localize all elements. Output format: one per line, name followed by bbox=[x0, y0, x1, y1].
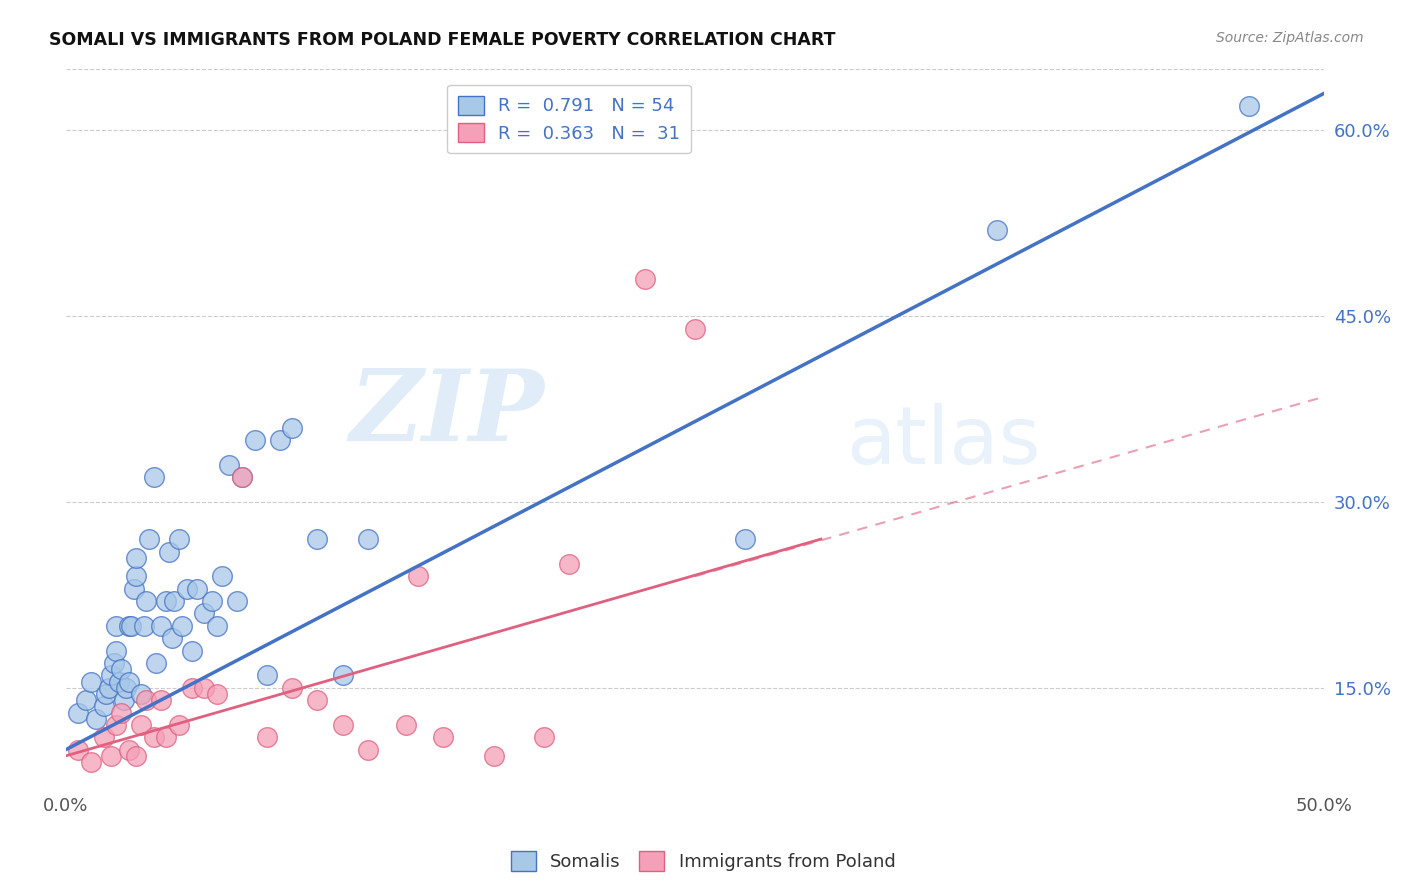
Point bbox=[332, 668, 354, 682]
Point bbox=[105, 643, 128, 657]
Text: ZIP: ZIP bbox=[349, 365, 544, 461]
Point bbox=[94, 687, 117, 701]
Point bbox=[131, 718, 153, 732]
Point bbox=[218, 458, 240, 472]
Point bbox=[1237, 98, 1260, 112]
Point bbox=[482, 748, 505, 763]
Point bbox=[357, 742, 380, 756]
Point bbox=[986, 222, 1008, 236]
Point bbox=[432, 731, 454, 745]
Point bbox=[84, 712, 107, 726]
Point bbox=[193, 681, 215, 695]
Point bbox=[75, 693, 97, 707]
Point bbox=[155, 731, 177, 745]
Point bbox=[135, 693, 157, 707]
Point bbox=[125, 569, 148, 583]
Legend: R =  0.791   N = 54, R =  0.363   N =  31: R = 0.791 N = 54, R = 0.363 N = 31 bbox=[447, 85, 690, 153]
Point bbox=[97, 681, 120, 695]
Point bbox=[163, 594, 186, 608]
Point bbox=[157, 544, 180, 558]
Point bbox=[107, 674, 129, 689]
Point bbox=[180, 643, 202, 657]
Point bbox=[205, 619, 228, 633]
Point bbox=[281, 420, 304, 434]
Point bbox=[118, 674, 141, 689]
Point bbox=[307, 693, 329, 707]
Point bbox=[167, 532, 190, 546]
Point bbox=[193, 607, 215, 621]
Point bbox=[132, 619, 155, 633]
Point bbox=[145, 656, 167, 670]
Point bbox=[110, 706, 132, 720]
Point bbox=[125, 550, 148, 565]
Point bbox=[160, 631, 183, 645]
Point bbox=[138, 532, 160, 546]
Legend: Somalis, Immigrants from Poland: Somalis, Immigrants from Poland bbox=[503, 844, 903, 879]
Point bbox=[558, 557, 581, 571]
Point bbox=[256, 668, 278, 682]
Point bbox=[176, 582, 198, 596]
Point bbox=[67, 742, 90, 756]
Text: atlas: atlas bbox=[846, 403, 1040, 481]
Point bbox=[201, 594, 224, 608]
Point bbox=[142, 731, 165, 745]
Point bbox=[170, 619, 193, 633]
Point bbox=[226, 594, 249, 608]
Point bbox=[394, 718, 416, 732]
Point bbox=[125, 748, 148, 763]
Point bbox=[406, 569, 429, 583]
Text: SOMALI VS IMMIGRANTS FROM POLAND FEMALE POVERTY CORRELATION CHART: SOMALI VS IMMIGRANTS FROM POLAND FEMALE … bbox=[49, 31, 835, 49]
Point bbox=[167, 718, 190, 732]
Point bbox=[135, 594, 157, 608]
Point bbox=[307, 532, 329, 546]
Point bbox=[332, 718, 354, 732]
Point bbox=[93, 731, 115, 745]
Point bbox=[150, 619, 173, 633]
Point bbox=[533, 731, 555, 745]
Point bbox=[105, 718, 128, 732]
Point bbox=[100, 668, 122, 682]
Point bbox=[112, 693, 135, 707]
Point bbox=[100, 748, 122, 763]
Point bbox=[118, 742, 141, 756]
Point bbox=[122, 582, 145, 596]
Point bbox=[103, 656, 125, 670]
Point bbox=[243, 433, 266, 447]
Point bbox=[105, 619, 128, 633]
Point bbox=[115, 681, 138, 695]
Point bbox=[118, 619, 141, 633]
Text: Source: ZipAtlas.com: Source: ZipAtlas.com bbox=[1216, 31, 1364, 45]
Point bbox=[211, 569, 233, 583]
Point bbox=[734, 532, 756, 546]
Point bbox=[281, 681, 304, 695]
Point bbox=[205, 687, 228, 701]
Point bbox=[93, 699, 115, 714]
Point bbox=[150, 693, 173, 707]
Point bbox=[231, 470, 253, 484]
Point bbox=[633, 272, 655, 286]
Point bbox=[186, 582, 208, 596]
Point bbox=[110, 662, 132, 676]
Point bbox=[180, 681, 202, 695]
Point bbox=[231, 470, 253, 484]
Point bbox=[80, 674, 103, 689]
Point bbox=[131, 687, 153, 701]
Point bbox=[155, 594, 177, 608]
Point bbox=[256, 731, 278, 745]
Point bbox=[142, 470, 165, 484]
Point bbox=[120, 619, 142, 633]
Point bbox=[357, 532, 380, 546]
Point bbox=[683, 321, 706, 335]
Point bbox=[80, 755, 103, 769]
Point bbox=[269, 433, 291, 447]
Point bbox=[67, 706, 90, 720]
